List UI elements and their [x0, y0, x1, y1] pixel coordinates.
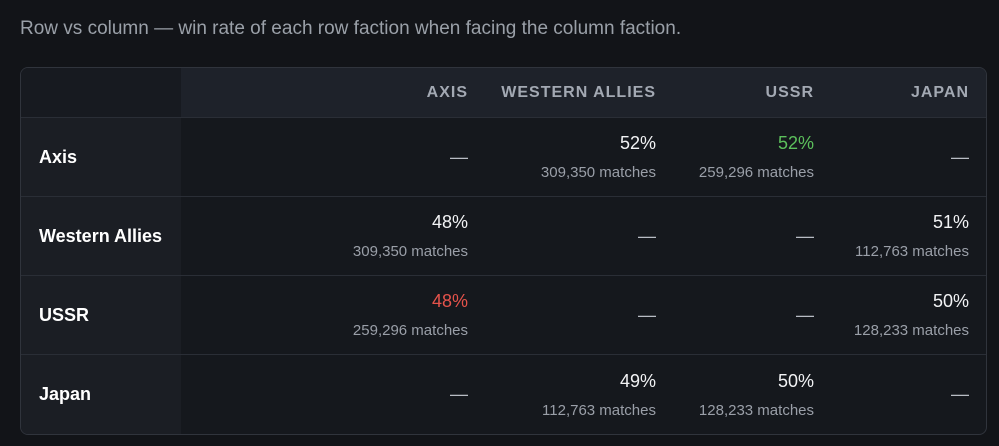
empty-dash: —	[951, 384, 969, 404]
match-count: 259,296 matches	[352, 322, 468, 339]
matchup-cell: —	[831, 354, 986, 434]
match-count: 128,233 matches	[698, 401, 814, 419]
win-rate: 52%	[777, 133, 814, 153]
matchup-cell: —	[485, 196, 673, 275]
matchup-cell: —	[181, 117, 485, 196]
matchup-table: AXIS WESTERN ALLIES USSR JAPAN Axis —52% 309,3…	[20, 67, 987, 435]
empty-dash: —	[796, 304, 814, 325]
match-count: 309,350 matches	[352, 243, 468, 260]
match-count: 128,233 matches	[853, 322, 969, 339]
row-header: Axis	[21, 117, 181, 196]
empty-dash: —	[796, 225, 814, 246]
matchup-cell: 50% 128,233 matches	[673, 354, 831, 434]
row-header: Japan	[21, 354, 181, 434]
win-rate: 51%	[932, 212, 969, 232]
win-rate: 52%	[619, 133, 656, 153]
empty-dash: —	[951, 146, 969, 167]
matchup-cell: 48% 259,296 matches	[181, 275, 485, 354]
row-header: USSR	[21, 275, 181, 354]
win-rate: 50%	[932, 291, 969, 311]
matchup-cell: 48% 309,350 matches	[181, 196, 485, 275]
empty-dash: —	[638, 304, 656, 325]
matchup-cell: 50% 128,233 matches	[831, 275, 986, 354]
column-header: USSR	[673, 68, 831, 117]
match-count: 259,296 matches	[698, 164, 814, 181]
row-header: Western Allies	[21, 196, 181, 275]
empty-dash: —	[638, 225, 656, 246]
win-rate: 48%	[431, 291, 468, 311]
empty-dash: —	[450, 384, 468, 404]
matchup-cell: —	[485, 275, 673, 354]
column-header: WESTERN ALLIES	[485, 68, 673, 117]
win-rate: 49%	[619, 370, 656, 391]
match-count: 112,763 matches	[855, 243, 969, 260]
matchup-cell: 51% 112,763 matches	[831, 196, 986, 275]
matchup-cell: —	[181, 354, 485, 434]
matchup-cell: 52% 259,296 matches	[673, 117, 831, 196]
empty-dash: —	[450, 146, 468, 167]
matchup-cell: —	[673, 196, 831, 275]
win-rate: 50%	[777, 370, 814, 391]
matchup-cell: 49% 112,763 matches	[485, 354, 673, 434]
win-rate: 48%	[431, 212, 468, 232]
matchup-cell: 52% 309,350 matches	[485, 117, 673, 196]
matchup-cell: —	[673, 275, 831, 354]
column-header: JAPAN	[831, 68, 986, 117]
column-header: AXIS	[181, 68, 485, 117]
matchup-cell: —	[831, 117, 986, 196]
header-corner	[21, 68, 181, 117]
match-count: 112,763 matches	[542, 401, 656, 419]
caption: Row vs column — win rate of each row fac…	[20, 18, 682, 39]
match-count: 309,350 matches	[540, 164, 656, 181]
